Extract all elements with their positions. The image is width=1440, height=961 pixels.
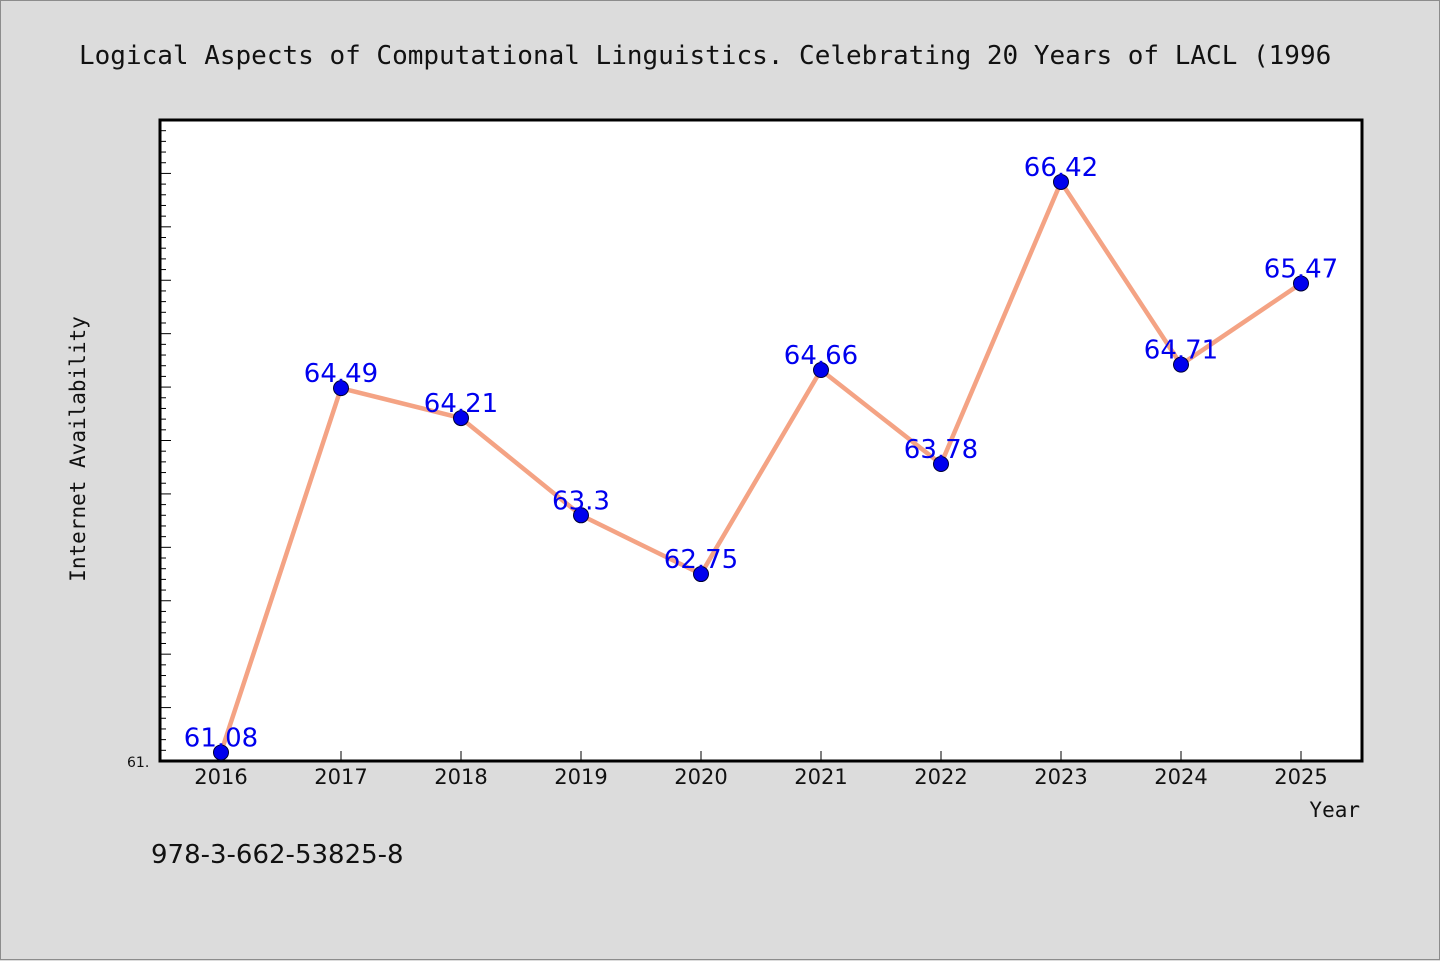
data-label: 63.78: [904, 435, 978, 465]
data-point: [333, 380, 349, 397]
data-points: [213, 173, 1309, 761]
data-point: [573, 507, 589, 524]
data-point: [1053, 173, 1069, 190]
data-label: 62.75: [664, 545, 738, 575]
isbn-text: 978-3-662-53825-8: [151, 840, 404, 870]
x-tick-label: 2025: [1274, 765, 1327, 789]
data-label: 61.08: [184, 723, 258, 753]
data-point: [1293, 275, 1309, 292]
y-tick-label: 61.: [127, 755, 149, 771]
data-label: 65.47: [1264, 254, 1338, 284]
y-axis-ticks: [161, 119, 171, 762]
data-point: [213, 744, 229, 761]
series-line: [218, 179, 1303, 754]
data-label: 64.21: [424, 389, 498, 419]
data-labels: 61.08 64.49 64.21 63.3 62.75 64.66 63.78 66.42 6…: [184, 153, 1338, 753]
data-label: 66.42: [1024, 153, 1098, 183]
x-tick-label: 2023: [1034, 765, 1087, 789]
data-label: 64.66: [784, 341, 858, 371]
x-tick-label: 2024: [1154, 765, 1207, 789]
x-tick-label: 2022: [914, 765, 967, 789]
plot-area: [158, 118, 1364, 763]
x-tick-label: 2019: [554, 765, 607, 789]
data-point: [933, 456, 949, 473]
data-label: 64.49: [304, 359, 378, 389]
x-tick-label: 2021: [794, 765, 847, 789]
x-tick-label: 2017: [314, 765, 367, 789]
data-point: [453, 410, 469, 427]
data-label: 63.3: [552, 486, 610, 516]
x-tick-label: 2016: [194, 765, 247, 789]
chart-title: Logical Aspects of Computational Linguis…: [79, 41, 1331, 71]
x-tick-label: 2020: [674, 765, 727, 789]
data-point: [1173, 356, 1189, 373]
data-label: 64.71: [1144, 336, 1218, 366]
x-axis-title: Year: [1309, 798, 1360, 822]
y-axis-title: Internet Availability: [66, 316, 90, 582]
data-point: [693, 566, 709, 583]
x-tick-label: 2018: [434, 765, 487, 789]
data-point: [813, 361, 829, 378]
x-axis-tick-labels: 2016 2017 2018 2019 2020 2021 2022 2023 2024 2025: [194, 765, 1327, 789]
